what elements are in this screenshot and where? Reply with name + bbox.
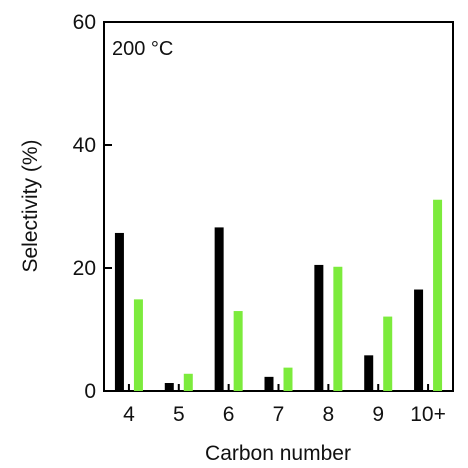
bar-black-4 bbox=[114, 232, 124, 391]
bar-black-6 bbox=[214, 227, 224, 391]
bar-green-6 bbox=[233, 311, 243, 391]
x-tick-label: 5 bbox=[173, 403, 185, 426]
x-tick-label: 10+ bbox=[410, 403, 446, 426]
bars-group bbox=[114, 199, 443, 391]
x-tick-label: 6 bbox=[223, 403, 235, 426]
y-tick-label: 60 bbox=[73, 11, 96, 34]
bar-black-9 bbox=[364, 355, 374, 391]
bar-green-4 bbox=[133, 299, 143, 391]
bar-green-7 bbox=[283, 367, 293, 391]
y-axis-label: Selectivity (%) bbox=[19, 139, 42, 272]
bar-green-10+ bbox=[433, 199, 443, 391]
y-tick-label: 40 bbox=[73, 134, 96, 157]
bar-black-5 bbox=[164, 383, 174, 391]
y-axis: 0 20 40 60 bbox=[73, 11, 112, 403]
y-tick-label: 0 bbox=[84, 380, 96, 403]
bar-green-5 bbox=[183, 373, 193, 391]
x-axis-label: Carbon number bbox=[205, 442, 351, 465]
bar-black-7 bbox=[264, 376, 274, 391]
x-tick-label: 7 bbox=[273, 403, 285, 426]
x-tick-label: 4 bbox=[123, 403, 135, 426]
bar-green-9 bbox=[383, 316, 393, 391]
x-tick-label: 9 bbox=[372, 403, 384, 426]
temperature-annotation: 200 °C bbox=[112, 38, 173, 60]
bar-black-10+ bbox=[414, 289, 424, 391]
plot-frame bbox=[103, 21, 454, 392]
y-tick-label: 20 bbox=[73, 257, 96, 280]
bar-green-8 bbox=[333, 266, 343, 391]
x-axis: 4 5 6 7 8 9 10+ bbox=[123, 384, 446, 426]
x-tick-label: 8 bbox=[323, 403, 335, 426]
bar-black-8 bbox=[314, 264, 324, 391]
